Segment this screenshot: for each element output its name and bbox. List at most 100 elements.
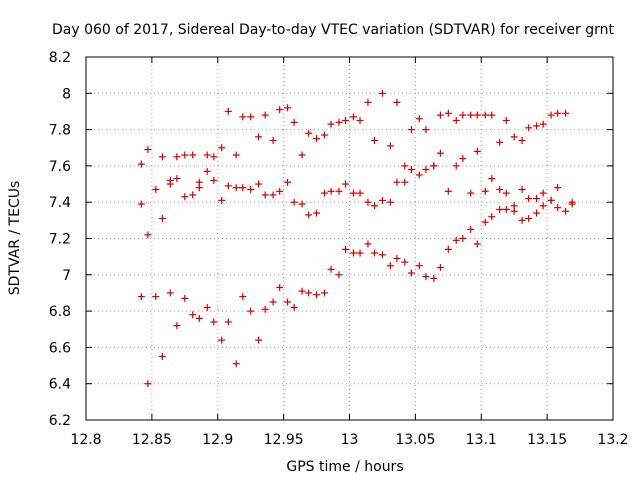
data-point: [247, 113, 255, 121]
data-point: [386, 198, 394, 206]
data-point: [158, 215, 166, 223]
data-point: [473, 240, 481, 248]
data-point: [467, 111, 475, 119]
y-tick-label: 7: [62, 268, 71, 284]
data-point: [166, 289, 174, 297]
data-point: [261, 111, 269, 119]
data-point: [203, 151, 211, 159]
data-point: [173, 175, 181, 183]
data-point: [137, 160, 145, 168]
y-tick-label: 6.8: [49, 304, 71, 320]
data-point: [481, 111, 489, 119]
data-point: [320, 131, 328, 139]
data-point: [430, 274, 438, 282]
data-point: [554, 109, 562, 117]
data-point: [378, 251, 386, 259]
data-point: [496, 205, 504, 213]
data-point: [144, 380, 152, 388]
data-point: [422, 126, 430, 134]
data-point: [459, 235, 467, 242]
data-point: [518, 216, 526, 224]
data-point: [415, 171, 423, 179]
data-point: [436, 111, 444, 119]
data-point: [488, 175, 496, 183]
data-point: [510, 133, 518, 141]
y-tick-label: 7.8: [49, 123, 71, 139]
data-point: [247, 307, 255, 315]
data-point: [261, 191, 269, 199]
data-point: [158, 153, 166, 161]
data-point: [290, 198, 298, 206]
data-point: [349, 113, 357, 121]
data-point: [444, 245, 452, 253]
data-point: [144, 231, 152, 239]
tick-labels: 12.8 12.85 12.9 12.95 13 13.05 13.1 13.15 13.2 6.…: [49, 50, 629, 448]
data-point: [452, 117, 460, 125]
data-point: [298, 151, 306, 159]
x-tick-label: 13.15: [527, 432, 567, 448]
data-point: [488, 213, 496, 221]
data-point: [276, 106, 284, 114]
data-point: [401, 162, 409, 170]
data-point: [533, 209, 541, 217]
data-point: [444, 187, 452, 195]
data-point: [481, 187, 489, 195]
data-point: [203, 303, 211, 311]
data-point: [269, 191, 277, 199]
data-point: [290, 118, 298, 126]
data-point: [407, 269, 415, 277]
data-point: [393, 254, 401, 262]
data-point: [335, 187, 343, 195]
data-point: [407, 166, 415, 174]
data-point: [181, 151, 189, 159]
data-point: [539, 120, 547, 128]
data-point: [496, 138, 504, 146]
data-point: [224, 318, 232, 326]
data-point: [218, 196, 226, 204]
data-point: [488, 111, 496, 119]
data-point: [144, 146, 152, 154]
data-point: [481, 218, 489, 226]
data-point: [518, 185, 526, 193]
y-tick-label: 6.2: [49, 413, 71, 429]
data-point: [152, 293, 160, 301]
data-point: [313, 135, 321, 143]
x-tick-label: 12.8: [70, 432, 101, 448]
data-point: [232, 360, 240, 368]
data-point: [502, 189, 510, 197]
x-tick-label: 13.2: [597, 432, 628, 448]
chart-title: Day 060 of 2017, Sidereal Day-to-day VTE…: [52, 22, 614, 38]
data-point: [137, 293, 145, 301]
data-point: [502, 205, 510, 213]
data-point: [378, 196, 386, 204]
data-point: [210, 176, 218, 184]
data-point: [137, 200, 145, 208]
data-point: [269, 136, 277, 144]
data-point: [313, 209, 321, 217]
data-point: [547, 111, 555, 119]
data-points: [137, 89, 576, 388]
data-point: [518, 136, 526, 144]
axis-ticks: [85, 56, 614, 421]
data-point: [467, 225, 475, 233]
data-point: [415, 262, 423, 270]
data-point: [173, 153, 181, 161]
data-point: [305, 289, 313, 297]
grid: [86, 57, 613, 420]
data-point: [210, 153, 218, 161]
data-point: [181, 294, 189, 302]
data-point: [356, 189, 364, 197]
plot-frame: [85, 56, 614, 421]
data-point: [224, 182, 232, 190]
data-point: [378, 89, 386, 97]
data-point: [284, 104, 292, 112]
data-point: [349, 249, 357, 257]
data-point: [247, 185, 255, 193]
data-point: [371, 249, 379, 257]
data-point: [393, 178, 401, 186]
x-tick-label: 12.9: [202, 432, 233, 448]
y-tick-label: 8: [62, 86, 71, 102]
data-point: [436, 264, 444, 272]
data-point: [232, 184, 240, 192]
data-point: [554, 184, 562, 192]
